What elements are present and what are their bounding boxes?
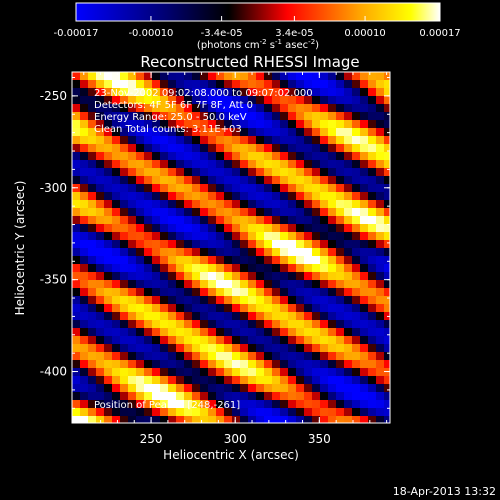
- y-tick-label: -250: [40, 89, 67, 103]
- colorbar-tick-label: -3.4e-05: [201, 28, 243, 39]
- colorbar-tick-label: 3.4e-05: [275, 28, 313, 39]
- annotation-detectors: Detectors: 4F 5F 6F 7F 8F, Att 0: [94, 100, 253, 111]
- colorbar-tick-label: -0.00010: [128, 28, 173, 39]
- annotation-peak-position: Position of Peak = [248,-261]: [94, 400, 240, 411]
- annotation-time-range: 23-Nov-2002 09:02:08.000 to 09:07:02.000: [94, 88, 313, 99]
- y-axis-label: Heliocentric Y (arcsec): [13, 181, 27, 316]
- annotation-clean-counts: Clean Total counts: 3.11E+03: [94, 124, 242, 135]
- x-axis-label: Heliocentric X (arcsec): [163, 448, 299, 462]
- image-annotations: 23-Nov-2002 09:02:08.000 to 09:07:02.000…: [94, 88, 313, 411]
- image-title: Reconstructed RHESSI Image: [140, 53, 359, 71]
- x-tick-label: 300: [224, 432, 247, 446]
- colorbar-units: (photons cm-2 s-1 asec-2): [197, 38, 319, 51]
- colorbar-gradient: [75, 2, 441, 22]
- y-tick-label: -400: [40, 365, 67, 379]
- x-tick-label: 350: [308, 432, 331, 446]
- colorbar-ticks: -0.00017 -0.00010 -3.4e-05 3.4e-05 0.00010 0.…: [54, 16, 461, 39]
- annotation-energy-range: Energy Range: 25.0 - 50.0 keV: [94, 112, 247, 123]
- colorbar-tick-label: -0.00017: [54, 28, 99, 39]
- image-pixels: [72, 72, 390, 423]
- rhessi-image: [72, 72, 390, 423]
- timestamp: 18-Apr-2013 13:32: [393, 485, 496, 498]
- colorbar-tick-label: 0.00010: [344, 28, 385, 39]
- x-tick-label: 250: [140, 432, 163, 446]
- colorbar: -0.00017 -0.00010 -3.4e-05 3.4e-05 0.00010 0.…: [54, 2, 461, 51]
- y-tick-label: -350: [40, 273, 67, 287]
- y-tick-label: -300: [40, 181, 67, 195]
- axis-ticks: 250 300 350 -250 -300 -350 -400: [40, 72, 390, 446]
- image-frame: [71, 71, 391, 424]
- colorbar-tick-label: 0.00017: [419, 28, 460, 39]
